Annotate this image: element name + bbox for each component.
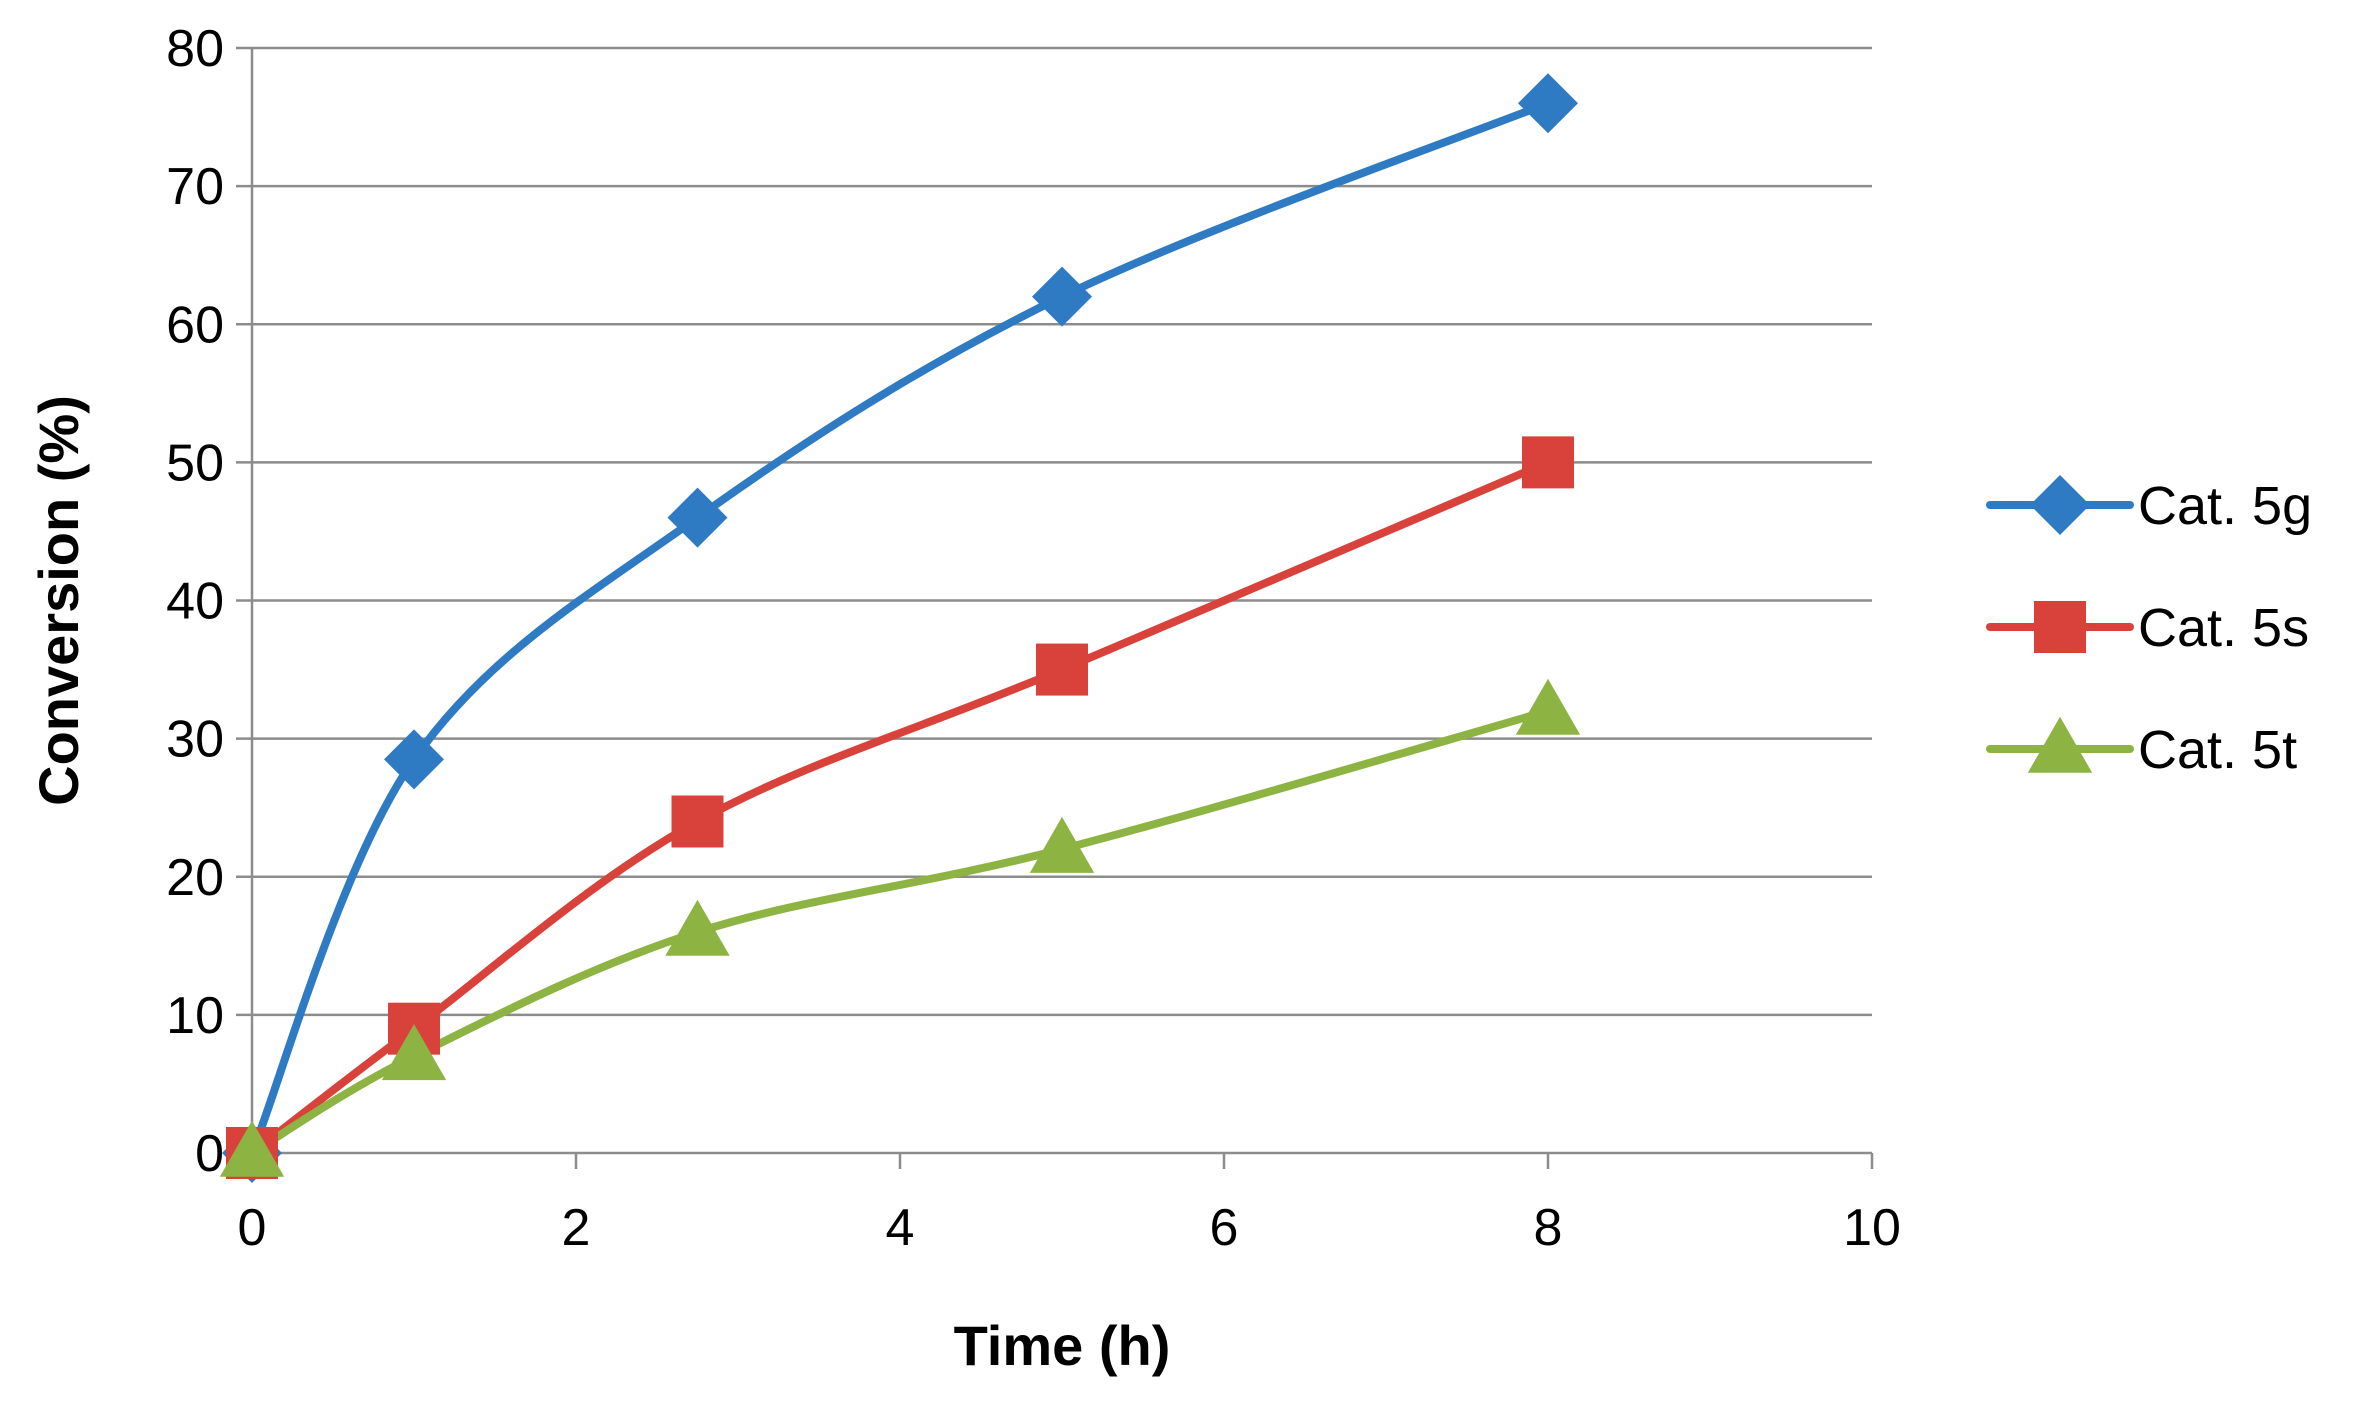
- point-cat-5s-4: [1522, 436, 1574, 489]
- axes: [236, 46, 1874, 1169]
- x-tick-label-4: 4: [886, 1199, 915, 1257]
- series-line-cat-5g: [248, 99, 1552, 1157]
- point-cat-5g-4: [1518, 73, 1578, 134]
- x-tick-label-2: 2: [562, 1199, 591, 1257]
- point-cat-5s-3: [1036, 643, 1088, 696]
- y-tick-label-70: 70: [166, 158, 224, 216]
- x-tick-label-8: 8: [1534, 1199, 1563, 1257]
- series-markers: [219, 73, 1581, 1183]
- point-cat-5t-1: [381, 1024, 447, 1081]
- y-tick-label-10: 10: [166, 987, 224, 1045]
- y-axis-title: Conversion (%): [27, 395, 90, 806]
- y-tick-label-40: 40: [166, 573, 224, 631]
- point-cat-5g-1: [384, 729, 444, 790]
- tick-labels: 0 10 20 30 40 50 60 70 80 0 2 4 6 8 10: [166, 20, 1901, 1257]
- point-cat-5t-3: [1029, 816, 1095, 873]
- legend-marker-cat-5t: [2027, 716, 2093, 773]
- point-cat-5t-4: [1515, 678, 1581, 735]
- axis-titles: Time (h) Conversion (%): [27, 395, 1170, 1377]
- series-line-cat-5s: [248, 458, 1552, 1157]
- legend-label-cat-5t: Cat. 5t: [2138, 720, 2297, 780]
- x-tick-label-6: 6: [1210, 1199, 1239, 1257]
- y-tick-label-30: 30: [166, 711, 224, 769]
- point-cat-5t-2: [665, 899, 730, 956]
- x-tick-label-0: 0: [238, 1199, 267, 1257]
- point-cat-5g-2: [667, 487, 728, 548]
- legend-label-cat-5s: Cat. 5s: [2138, 598, 2309, 658]
- x-axis-title: Time (h): [954, 1314, 1171, 1377]
- legend-label-cat-5g: Cat. 5g: [2138, 476, 2312, 536]
- y-tick-label-60: 60: [166, 296, 224, 354]
- point-cat-5s-2: [671, 795, 724, 848]
- y-tick-label-0: 0: [195, 1125, 224, 1183]
- y-tick-label-50: 50: [166, 434, 224, 492]
- y-tick-label-20: 20: [166, 849, 224, 907]
- x-tick-label-10: 10: [1843, 1199, 1901, 1257]
- legend-marker-cat-5s: [2034, 601, 2086, 653]
- point-cat-5g-3: [1032, 266, 1092, 327]
- y-tick-label-80: 80: [166, 20, 224, 78]
- series-lines: [248, 99, 1552, 1157]
- legend: Cat. 5g Cat. 5s Cat. 5t: [1986, 475, 2312, 780]
- point-cat-5t-0: [219, 1120, 285, 1177]
- legend-marker-cat-5g: [2030, 475, 2090, 535]
- series-line-cat-5t: [248, 707, 1552, 1157]
